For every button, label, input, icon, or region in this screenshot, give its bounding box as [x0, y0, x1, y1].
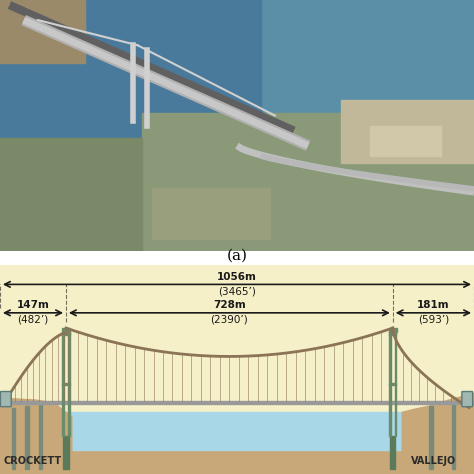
Text: 1056m: 1056m [217, 272, 257, 282]
Polygon shape [45, 412, 427, 450]
Text: (a): (a) [227, 249, 247, 263]
Bar [0, 138, 142, 251]
Bar [152, 188, 270, 239]
Polygon shape [63, 332, 70, 335]
Polygon shape [389, 332, 396, 335]
Text: CROCKETT: CROCKETT [4, 456, 62, 466]
Text: VALLEJO: VALLEJO [411, 456, 456, 466]
Polygon shape [0, 398, 72, 474]
Polygon shape [402, 393, 474, 474]
Bar [0, 138, 166, 251]
Polygon shape [0, 450, 474, 474]
Polygon shape [62, 328, 70, 332]
FancyBboxPatch shape [462, 392, 473, 407]
Polygon shape [25, 406, 29, 469]
Polygon shape [0, 401, 474, 404]
Text: (482’): (482’) [18, 315, 49, 325]
Text: (2390’): (2390’) [210, 315, 248, 325]
Polygon shape [68, 332, 70, 436]
Bar [142, 113, 474, 251]
Text: 728m: 728m [213, 300, 246, 310]
Polygon shape [390, 436, 395, 469]
Bar [0, 0, 261, 138]
Polygon shape [38, 404, 42, 469]
Text: 147m: 147m [17, 300, 49, 310]
Polygon shape [63, 383, 70, 385]
Text: 181m: 181m [417, 300, 450, 310]
Polygon shape [395, 332, 396, 436]
Polygon shape [12, 408, 15, 469]
Bar [0, 0, 85, 63]
Polygon shape [452, 403, 455, 469]
FancyBboxPatch shape [0, 392, 11, 407]
Polygon shape [389, 332, 391, 436]
Polygon shape [389, 383, 396, 385]
Polygon shape [63, 332, 64, 436]
Polygon shape [389, 328, 397, 332]
Bar [370, 126, 441, 156]
Polygon shape [64, 436, 69, 469]
Bar [341, 100, 474, 163]
Text: (593’): (593’) [418, 315, 449, 325]
Polygon shape [429, 406, 433, 469]
Text: (3465’): (3465’) [218, 286, 256, 296]
